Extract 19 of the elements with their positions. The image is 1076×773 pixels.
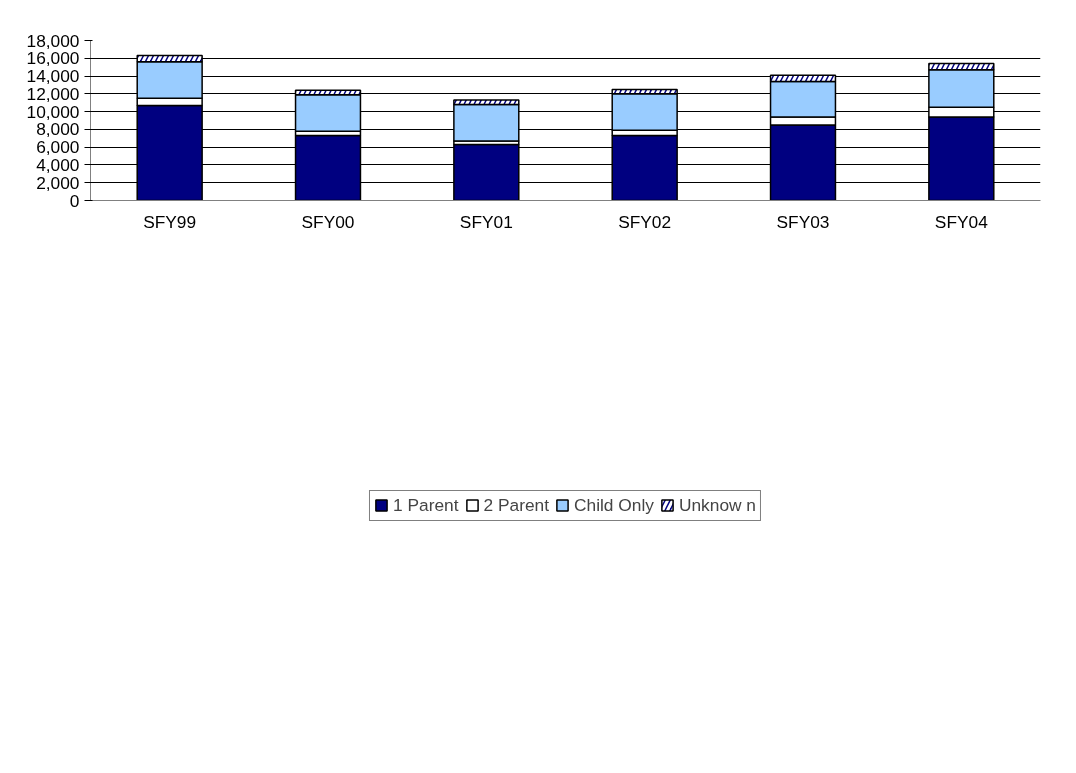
bar (453, 103, 520, 142)
legend-label: Unknow n (678, 494, 757, 516)
bar (294, 93, 362, 132)
x-tick-label: SFY02 (618, 211, 672, 232)
x-tick-label: SFY04 (934, 211, 989, 232)
y-tick-label: 2,000 (36, 172, 80, 193)
x-tick-label: SFY99 (143, 211, 197, 232)
bar (611, 93, 678, 132)
x-tick-label: SFY00 (301, 211, 355, 232)
y-tick-label: 18,000 (26, 30, 80, 51)
legend-label: 1 Parent (392, 494, 459, 516)
y-tick-label: 16,000 (26, 48, 80, 69)
legend-label: 2 Parent (483, 494, 550, 516)
y-tick-label: 0 (69, 190, 80, 211)
x-tick-label: SFY01 (459, 211, 513, 232)
x-tick-label: SFY03 (776, 211, 830, 232)
legend-label: Child Only (574, 494, 654, 516)
y-tick-label: 10,000 (26, 101, 80, 122)
y-tick-label: 8,000 (36, 119, 80, 140)
